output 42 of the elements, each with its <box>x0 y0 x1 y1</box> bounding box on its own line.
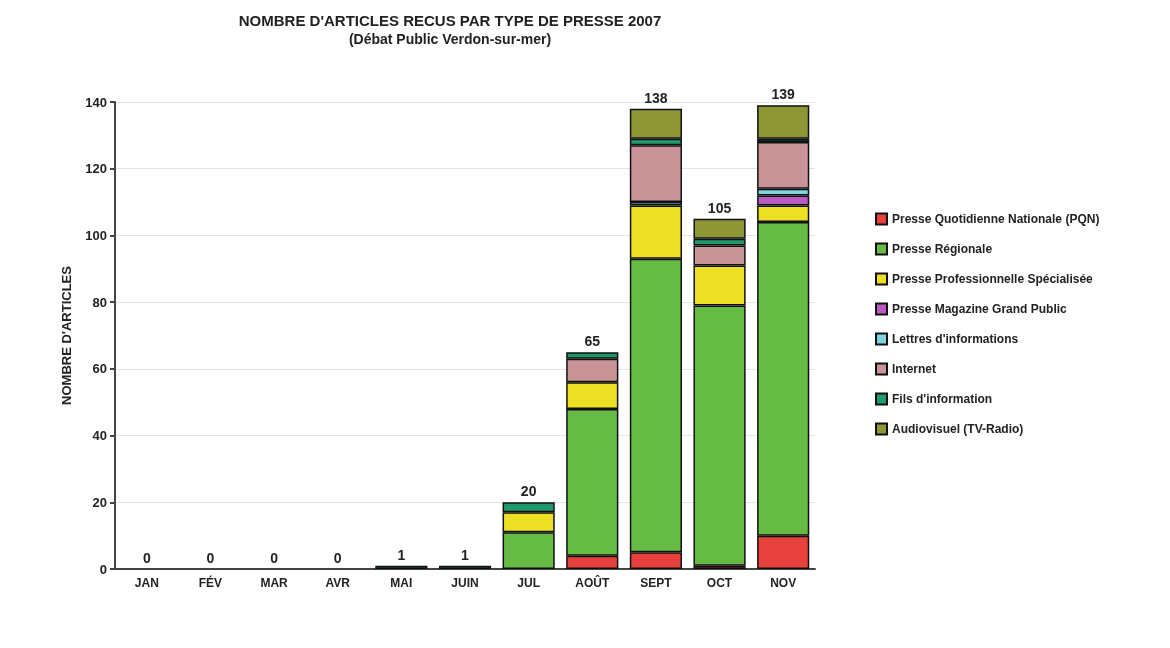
y-tick-label: 120 <box>85 161 107 177</box>
legend-label: Presse Magazine Grand Public <box>892 302 1068 316</box>
x-tick-label: OCT <box>706 576 733 590</box>
total-label: 0 <box>333 550 342 566</box>
total-label: 0 <box>142 550 151 566</box>
legend-label: Presse Quotidienne Nationale (PQN) <box>892 212 1100 226</box>
x-tick-label: SEPT <box>640 576 673 590</box>
x-tick-label: JAN <box>134 576 159 590</box>
y-axis-title: NOMBRE D'ARTICLES <box>59 265 74 405</box>
x-tick-label: NOV <box>770 576 797 590</box>
y-tick-label: 100 <box>85 227 107 243</box>
x-tick-label: AVR <box>325 576 351 590</box>
total-label: 138 <box>644 89 668 106</box>
total-label: 0 <box>270 550 279 566</box>
total-label: 0 <box>206 550 215 566</box>
y-tick-label: 80 <box>92 294 107 310</box>
x-tick-label: FÉV <box>198 575 223 590</box>
total-label: 1 <box>397 546 406 563</box>
y-tick-label: 60 <box>92 361 107 377</box>
total-label: 139 <box>771 86 796 103</box>
legend-label: Lettres d'informations <box>892 332 1019 346</box>
x-tick-label: AOÛT <box>575 575 610 590</box>
chart-subtitle: (Débat Public Verdon-sur-mer) <box>348 31 552 47</box>
y-tick-label: 40 <box>92 428 107 444</box>
total-label: 20 <box>520 483 537 500</box>
y-tick-label: 0 <box>99 561 107 577</box>
x-tick-label: JUIN <box>451 576 479 590</box>
total-label: 105 <box>707 199 732 216</box>
total-label: 65 <box>584 333 601 350</box>
legend-label: Internet <box>892 362 937 376</box>
legend-label: Presse Professionnelle Spécialisée <box>892 272 1094 286</box>
bar <box>757 105 810 139</box>
legend-label: Presse Régionale <box>892 242 993 256</box>
legend-label: Fils d'information <box>892 392 993 406</box>
legend-label: Audiovisuel (TV-Radio) <box>892 422 1024 436</box>
y-tick-label: 140 <box>85 94 107 110</box>
total-label: 1 <box>461 546 470 563</box>
x-tick-label: MAR <box>260 576 289 590</box>
x-tick-label: JUL <box>517 576 540 590</box>
x-tick-label: MAI <box>390 576 413 590</box>
chart-title: NOMBRE D'ARTICLES RECUS PAR TYPE DE PRESSE 2007 <box>238 12 662 29</box>
y-tick-label: 20 <box>92 494 107 510</box>
